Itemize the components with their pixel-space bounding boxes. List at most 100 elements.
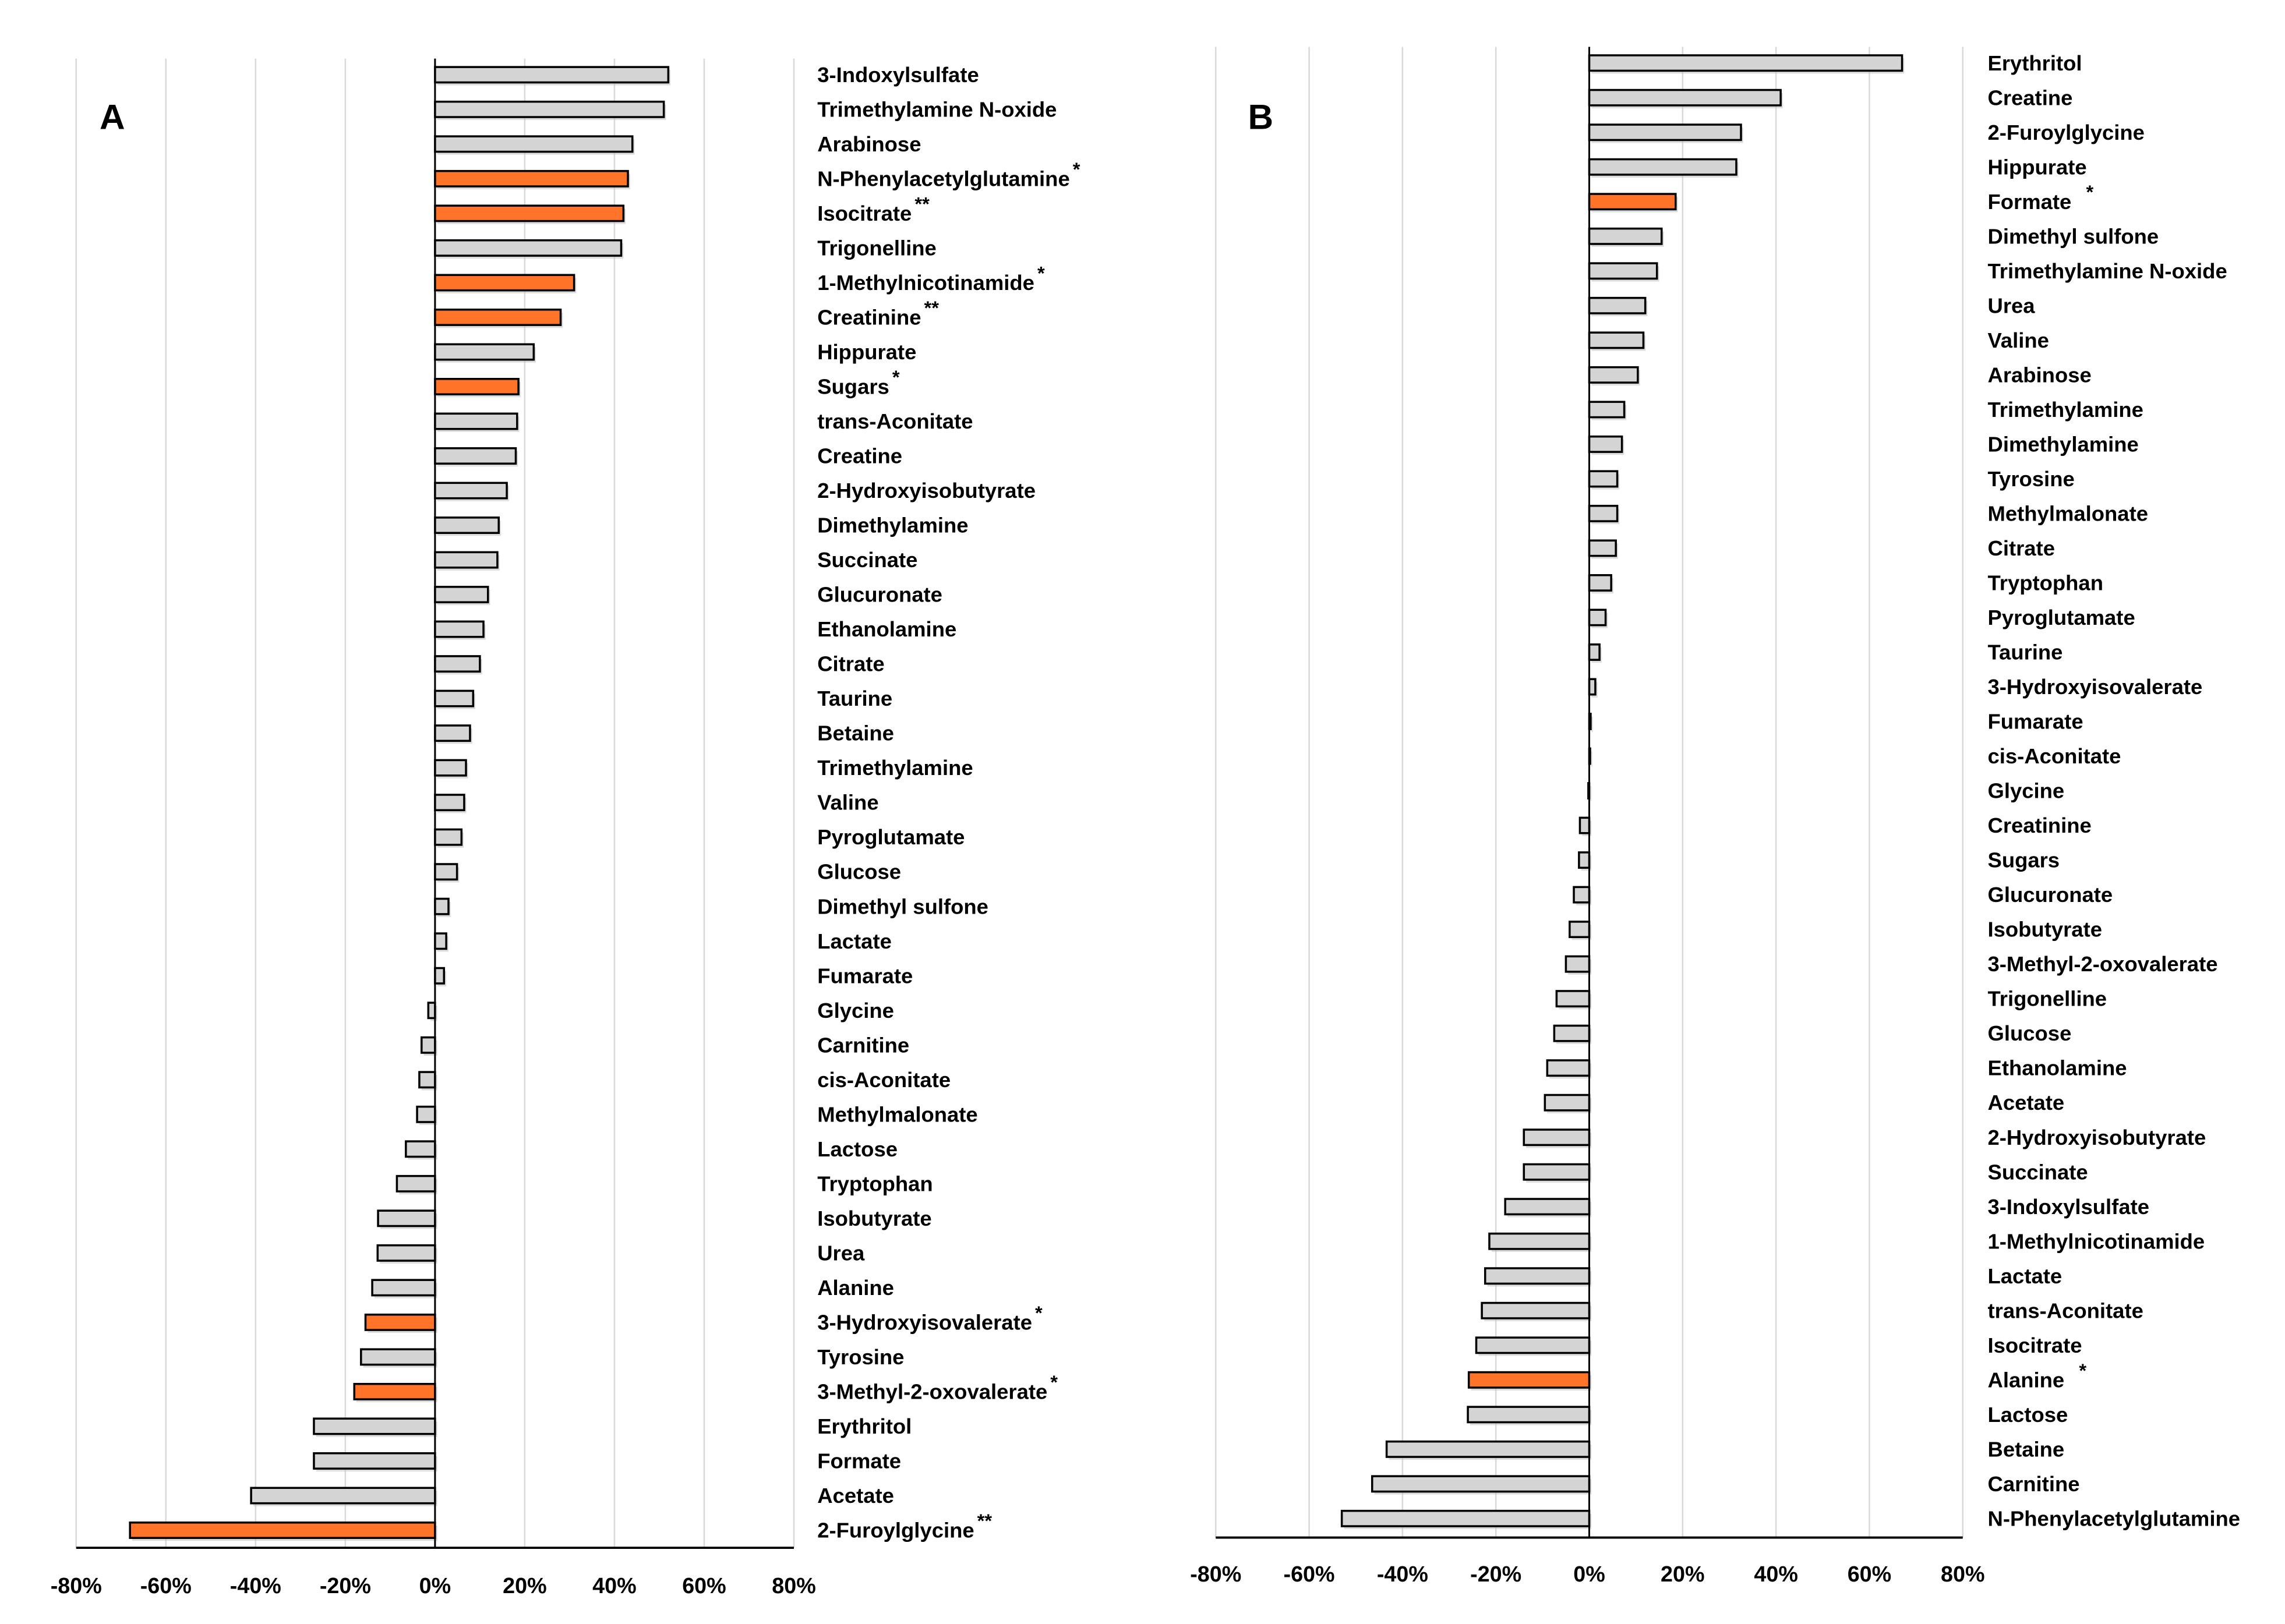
- bar: [434, 204, 625, 222]
- category-label: 2-Hydroxyisobutyrate: [817, 479, 1036, 503]
- bar: [1504, 1198, 1591, 1216]
- x-tick-label: 80%: [1941, 1562, 1985, 1586]
- bar: [395, 1174, 436, 1193]
- bar: [434, 897, 450, 915]
- bar: [434, 655, 481, 673]
- category-label: Valine: [817, 791, 878, 815]
- significance-stars: **: [977, 1510, 993, 1531]
- category-label: Formate: [1988, 190, 2072, 214]
- bar: [371, 1279, 436, 1297]
- bar: [1578, 816, 1591, 834]
- bar: [434, 828, 463, 846]
- x-tick-label: 20%: [503, 1573, 547, 1598]
- category-label: 3-Indoxylsulfate: [1988, 1195, 2150, 1219]
- bar: [1588, 470, 1619, 488]
- category-label: Dimethyl sulfone: [1988, 224, 2159, 248]
- category-label: Betaine: [817, 721, 894, 745]
- panel-b-chart: -80% -60% -40% -20% 0% 20% 40% 60% 80% B Erythrito…: [1190, 47, 2240, 1586]
- category-label: cis-Aconitate: [817, 1068, 951, 1092]
- category-label: 2-Furoylglycine: [1988, 121, 2145, 144]
- category-label: trans-Aconitate: [817, 409, 973, 433]
- bar: [1588, 435, 1623, 453]
- bar: [1484, 1267, 1591, 1285]
- category-label: Glucose: [817, 860, 901, 884]
- bar: [1588, 678, 1597, 696]
- category-label: Lactose: [817, 1137, 898, 1161]
- category-label: Succinate: [817, 548, 917, 572]
- significance-stars: *: [1037, 262, 1045, 284]
- category-label: Betaine: [1988, 1437, 2065, 1461]
- x-tick-label: -40%: [230, 1573, 281, 1598]
- bar: [1588, 539, 1617, 557]
- bar: [1467, 1371, 1591, 1389]
- category-label: Lactate: [817, 929, 892, 953]
- bar: [434, 239, 623, 257]
- bar: [405, 1140, 436, 1158]
- bar: [1588, 608, 1607, 627]
- bar: [1588, 504, 1619, 522]
- x-tick-label: 20%: [1661, 1562, 1705, 1586]
- category-label: Urea: [817, 1241, 865, 1265]
- x-tick-label: -80%: [51, 1573, 102, 1598]
- significance-stars: **: [914, 193, 930, 214]
- category-label: Glucuronate: [1988, 883, 2113, 907]
- x-tick-label: -20%: [1470, 1562, 1521, 1586]
- bar: [1371, 1475, 1591, 1493]
- bar: [434, 620, 485, 638]
- x-tick-label: -60%: [1284, 1562, 1335, 1586]
- x-tick-label: 0%: [419, 1573, 451, 1598]
- category-label: Acetate: [817, 1484, 894, 1508]
- category-label: Carnitine: [817, 1033, 909, 1057]
- bar: [353, 1382, 436, 1400]
- bar: [434, 100, 665, 118]
- category-label: trans-Aconitate: [1988, 1299, 2143, 1322]
- category-label: Acetate: [1988, 1091, 2065, 1114]
- category-label: Isocitrate: [817, 201, 912, 225]
- category-label: Creatinine: [817, 306, 921, 330]
- category-label: Dimethylamine: [1988, 432, 2139, 456]
- category-label: Taurine: [1988, 641, 2063, 664]
- panel-label: B: [1248, 97, 1274, 136]
- category-label: Sugars: [1988, 848, 2060, 872]
- category-label: Tryptophan: [1988, 571, 2103, 595]
- category-label: cis-Aconitate: [1988, 744, 2121, 768]
- bar: [1588, 366, 1639, 384]
- bar: [434, 135, 634, 153]
- bar: [1588, 331, 1645, 349]
- bar: [1569, 921, 1591, 939]
- x-tick-label: -20%: [320, 1573, 371, 1598]
- category-label: Hippurate: [817, 340, 916, 364]
- bar: [1523, 1163, 1591, 1181]
- category-label: Erythritol: [1988, 51, 2082, 75]
- bar: [360, 1348, 436, 1366]
- category-label: Glycine: [817, 999, 894, 1022]
- category-label: 1-Methylnicotinamide: [817, 271, 1034, 295]
- category-label: Dimethyl sulfone: [817, 894, 988, 918]
- category-label: Lactate: [1988, 1264, 2062, 1288]
- category-label: Fumarate: [817, 964, 913, 988]
- significance-stars: *: [2079, 1360, 2086, 1381]
- category-label: 2-Furoylglycine: [817, 1519, 974, 1542]
- category-label: Ethanolamine: [817, 617, 956, 641]
- bar: [1578, 851, 1591, 869]
- x-tick-label: -80%: [1190, 1562, 1241, 1586]
- significance-stars: *: [1050, 1371, 1058, 1393]
- bar: [434, 689, 475, 707]
- category-label: Isobutyrate: [1988, 918, 2103, 942]
- bar: [1555, 990, 1591, 1008]
- category-label: 3-Hydroxyisovalerate: [817, 1310, 1032, 1334]
- bar: [129, 1522, 436, 1539]
- bar: [1588, 193, 1677, 211]
- significance-stars: *: [2086, 181, 2093, 203]
- bar: [434, 551, 499, 569]
- bar: [1553, 1024, 1591, 1042]
- bar: [434, 586, 489, 604]
- bar: [434, 863, 458, 881]
- category-label: Alanine: [1988, 1368, 2065, 1392]
- category-label: Methylmalonate: [817, 1102, 977, 1126]
- bar: [1573, 886, 1591, 904]
- bar: [427, 1002, 436, 1020]
- bar: [1588, 574, 1612, 592]
- category-label: 3-Methyl-2-oxovalerate: [817, 1379, 1047, 1403]
- category-label: 1-Methylnicotinamide: [1988, 1229, 2205, 1253]
